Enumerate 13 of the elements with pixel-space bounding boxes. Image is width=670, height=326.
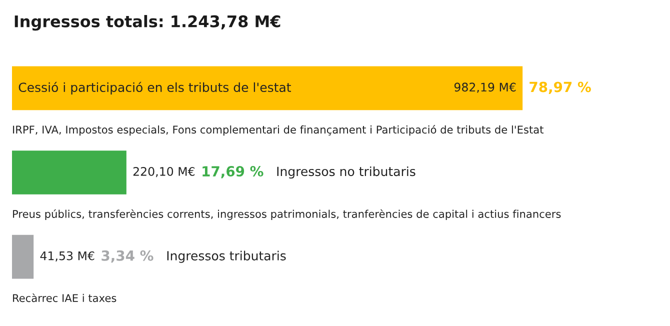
text: 78,97 % (530, 82, 591, 94)
data-label: 220,10 M€ (133, 166, 195, 178)
annotation: Preus públics, transferències corrents, ingressos patrimonials, tranferències de capital i actius financers (13, 209, 561, 220)
annotation: Recàrrec IAE i taxes (13, 293, 116, 302)
chart-title: Ingressos totals: 1.243,78 M€ (14, 15, 280, 31)
data-label: 982,19 M€ (454, 82, 516, 93)
annotation: 3,34 % (102, 250, 154, 263)
y-tick-label: Cessió i participació en els tributs de l'estat (18, 82, 291, 94)
y-tick-label: Ingressos tributaris (167, 250, 286, 263)
y-tick-label: Ingressos no tributaris (277, 166, 416, 179)
annotation: IRPF, IVA, Impostos especials, Fons complementari de finançament i Participació de tributs de l'Estat (13, 125, 544, 136)
annotation: 17,69 % (202, 166, 264, 178)
data-label: 41,53 M€ (40, 251, 94, 262)
